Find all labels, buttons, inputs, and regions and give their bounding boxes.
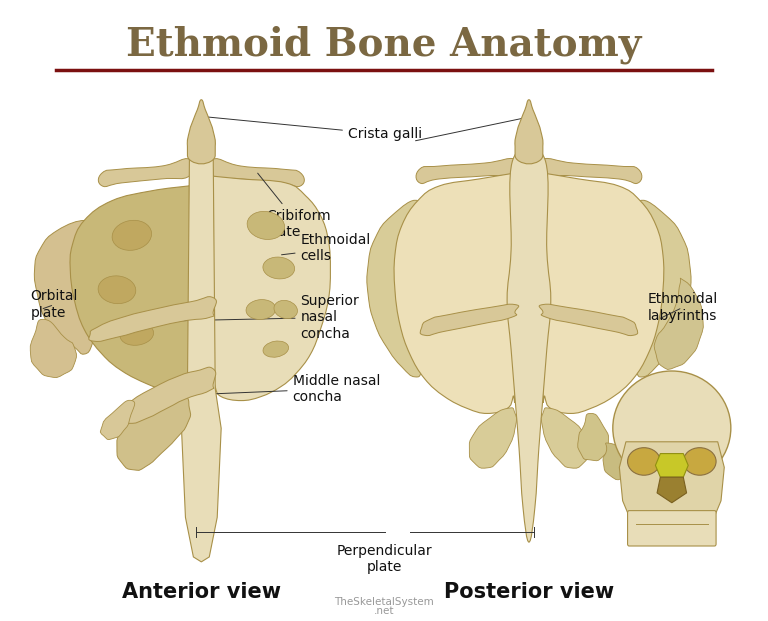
Text: Posterior view: Posterior view	[444, 581, 614, 602]
Ellipse shape	[120, 324, 154, 345]
Text: Crista galli: Crista galli	[206, 117, 422, 142]
Text: Ethmoid Bone Anatomy: Ethmoid Bone Anatomy	[126, 25, 642, 63]
Text: Perpendicular
plate: Perpendicular plate	[336, 544, 432, 574]
Ellipse shape	[98, 276, 136, 304]
Text: Superior
nasal
concha: Superior nasal concha	[150, 294, 359, 341]
PathPatch shape	[35, 220, 94, 354]
PathPatch shape	[394, 155, 518, 414]
PathPatch shape	[70, 170, 193, 394]
PathPatch shape	[89, 297, 217, 342]
PathPatch shape	[654, 278, 703, 369]
PathPatch shape	[603, 443, 628, 480]
Ellipse shape	[274, 301, 297, 319]
Ellipse shape	[247, 211, 285, 240]
Text: Orbital
plate: Orbital plate	[31, 289, 78, 320]
PathPatch shape	[515, 100, 543, 164]
PathPatch shape	[118, 367, 216, 424]
PathPatch shape	[540, 155, 664, 414]
PathPatch shape	[30, 319, 77, 378]
PathPatch shape	[209, 165, 330, 401]
Text: Cribiform
plate: Cribiform plate	[258, 173, 330, 239]
Ellipse shape	[263, 341, 289, 357]
PathPatch shape	[420, 304, 518, 335]
PathPatch shape	[101, 401, 134, 440]
Text: Ethmoidal
cells: Ethmoidal cells	[282, 233, 371, 263]
PathPatch shape	[507, 145, 551, 542]
PathPatch shape	[539, 304, 637, 335]
Ellipse shape	[263, 257, 295, 279]
Text: TheSkeletalSystem
.net: TheSkeletalSystem .net	[334, 597, 434, 616]
PathPatch shape	[187, 100, 215, 164]
Ellipse shape	[246, 299, 276, 319]
PathPatch shape	[416, 158, 521, 184]
PathPatch shape	[537, 158, 642, 184]
Text: Anterior view: Anterior view	[122, 581, 281, 602]
Text: Middle nasal
concha: Middle nasal concha	[150, 374, 380, 404]
PathPatch shape	[578, 414, 608, 461]
Text: Ethmoidal
labyrinths: Ethmoidal labyrinths	[647, 292, 717, 323]
PathPatch shape	[469, 408, 517, 468]
PathPatch shape	[208, 158, 304, 187]
PathPatch shape	[98, 158, 194, 187]
PathPatch shape	[635, 200, 691, 377]
PathPatch shape	[367, 200, 423, 377]
PathPatch shape	[117, 397, 190, 470]
Ellipse shape	[112, 220, 151, 250]
Polygon shape	[181, 159, 221, 562]
PathPatch shape	[541, 408, 588, 468]
